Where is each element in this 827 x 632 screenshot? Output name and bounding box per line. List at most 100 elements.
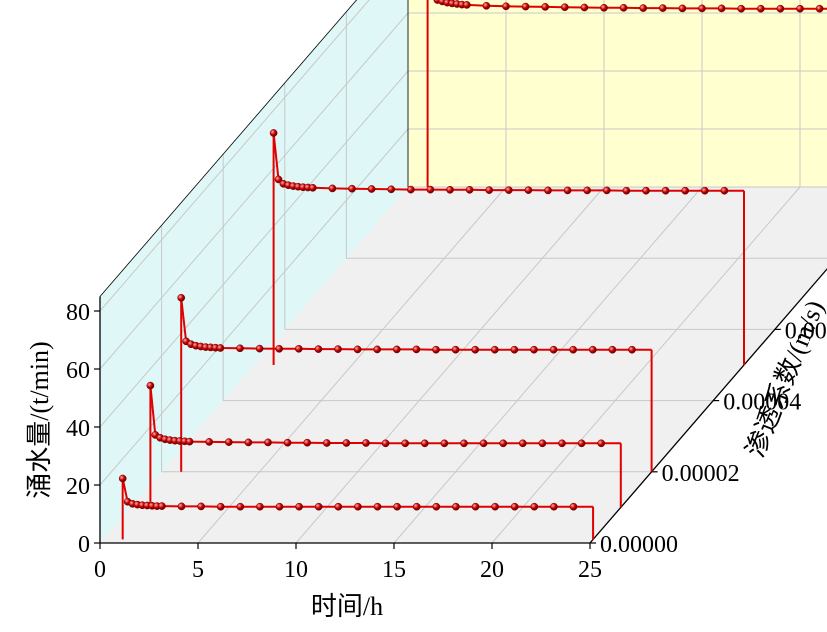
data-point (334, 502, 343, 511)
data-point (580, 3, 589, 12)
data-point (373, 345, 382, 354)
data-point (499, 439, 508, 448)
data-point (314, 502, 323, 511)
data-point (283, 438, 292, 447)
data-point (460, 439, 468, 448)
data-point (569, 502, 578, 511)
data-point (642, 186, 650, 195)
data-point (146, 381, 155, 390)
data-point (756, 4, 765, 13)
data-point (177, 293, 186, 302)
y-tick-label: 0.00004 (723, 390, 801, 416)
data-point (658, 4, 667, 12)
data-point (622, 186, 631, 195)
data-point (541, 3, 550, 11)
data-point (158, 502, 166, 510)
data-point (698, 4, 706, 13)
data-point (737, 4, 746, 13)
data-point (451, 345, 460, 354)
y-tick-label: 0.00006 (785, 318, 827, 344)
data-point (717, 4, 726, 13)
data-point (569, 345, 578, 354)
data-point (628, 345, 636, 354)
data-point (275, 502, 284, 511)
data-point (236, 344, 244, 353)
data-point (491, 502, 499, 511)
z-tick-label: 0 (78, 532, 90, 558)
data-point (521, 2, 530, 11)
data-point (334, 345, 342, 353)
data-point (510, 345, 519, 354)
data-point (387, 185, 396, 194)
data-point (426, 185, 435, 194)
data-point (392, 345, 401, 354)
side-grid-line-z (99, 0, 370, 312)
data-point (216, 502, 225, 511)
data-point (504, 186, 513, 194)
data-point (563, 186, 572, 195)
data-point (518, 439, 527, 448)
data-point (362, 439, 370, 447)
z-tick-label: 60 (66, 358, 90, 384)
z-axis-title: 涌水量/(t/min) (25, 341, 54, 498)
data-point (348, 184, 356, 193)
data-point (446, 185, 454, 194)
data-point (185, 437, 194, 446)
data-point (550, 502, 558, 511)
data-point (619, 3, 628, 12)
data-point (401, 439, 410, 448)
x-tick-label: 15 (382, 557, 406, 583)
data-point (678, 4, 687, 13)
z-tick-label: 20 (66, 474, 90, 500)
data-point (118, 474, 127, 483)
data-point (796, 4, 804, 13)
data-point (255, 344, 264, 353)
x-tick-label: 5 (192, 557, 204, 583)
y-tick-label: 0.00002 (662, 461, 740, 487)
data-point (490, 345, 499, 354)
data-point (720, 186, 729, 195)
floor-grid-line-x (393, 186, 703, 544)
data-point (354, 502, 362, 511)
data-point (205, 438, 214, 446)
data-point (412, 345, 421, 354)
floor-grid-line-x (197, 186, 507, 544)
data-point (577, 439, 586, 448)
data-point (560, 3, 569, 12)
data-point (432, 345, 440, 354)
data-point (275, 344, 284, 353)
data-point (471, 502, 480, 511)
data-point (432, 502, 441, 511)
data-point (608, 345, 617, 354)
data-point (465, 185, 474, 194)
data-point (342, 439, 351, 447)
data-point (197, 502, 205, 511)
data-point (440, 439, 449, 448)
data-point (353, 345, 362, 354)
data-point (393, 502, 401, 511)
data-point (700, 186, 709, 195)
x-tick-label: 0 (94, 557, 106, 583)
data-point (462, 1, 471, 9)
data-point (452, 502, 460, 511)
data-point (502, 2, 510, 11)
data-point (295, 502, 303, 511)
z-tick-label: 40 (66, 416, 90, 442)
data-point (510, 502, 519, 511)
side-top-edge (99, 0, 358, 297)
data-point (264, 438, 272, 447)
data-point (303, 438, 312, 447)
data-point (420, 439, 429, 448)
data-point (314, 345, 323, 353)
chart-series (118, 0, 827, 540)
data-point (538, 439, 547, 448)
x-tick-label: 20 (480, 557, 504, 583)
data-point (412, 502, 421, 511)
data-point (381, 439, 390, 448)
data-point (583, 186, 592, 195)
series-k-0.0001 (426, 0, 827, 187)
data-point (639, 4, 648, 12)
data-point (274, 175, 283, 184)
data-point (600, 3, 608, 12)
